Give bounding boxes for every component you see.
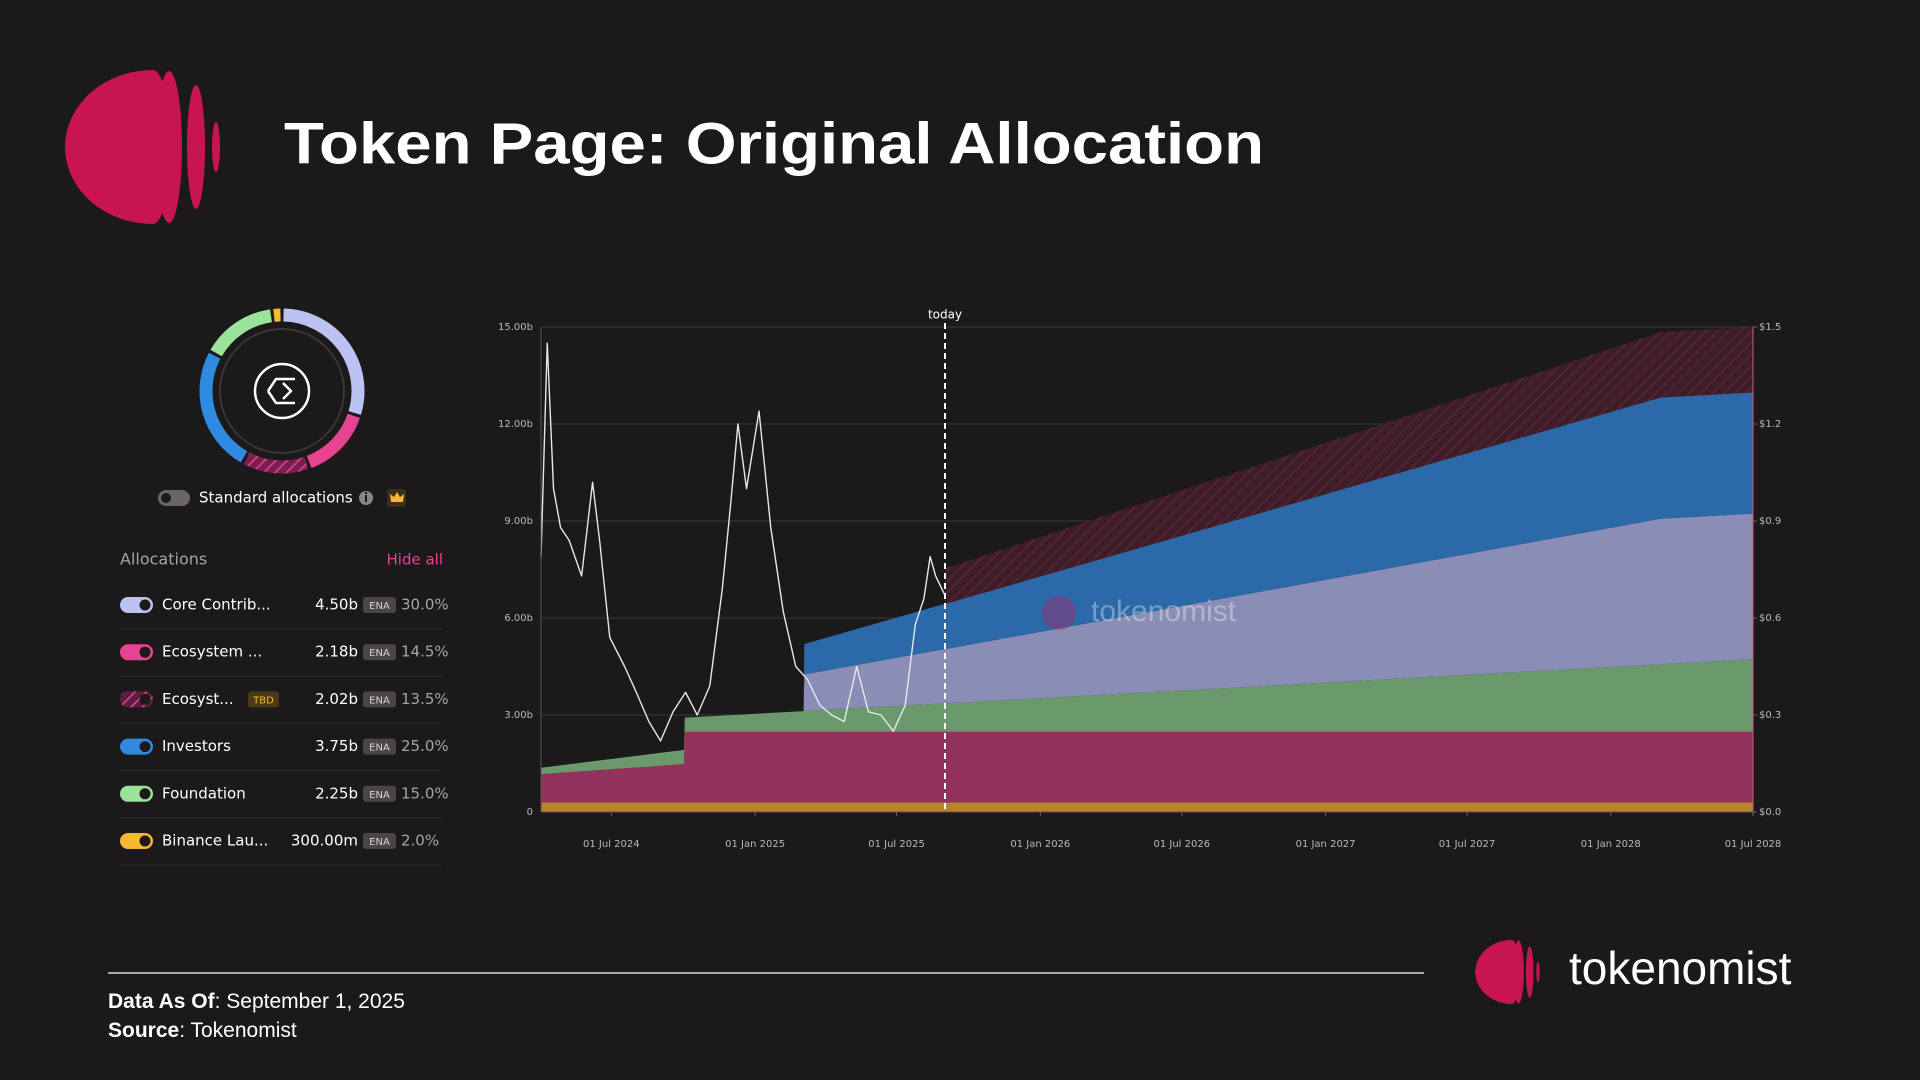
- allocation-row: Foundation 2.25b ENA 15.0%: [120, 784, 449, 819]
- x-tick-label: 01 Jan 2026: [1010, 839, 1070, 850]
- area: [541, 327, 1753, 768]
- row-name: Foundation: [162, 784, 246, 802]
- premium-icon: [387, 489, 406, 507]
- y2-tick-label: $1.5: [1759, 322, 1781, 333]
- x-tick-label: 01 Jan 2025: [725, 839, 785, 850]
- area: [541, 513, 1753, 768]
- brand-name: tokenomist: [1569, 942, 1792, 994]
- area: [541, 802, 1753, 812]
- donut-segment: [306, 413, 360, 469]
- footer-source: Source: Tokenomist: [108, 1019, 297, 1042]
- allocation-row: Binance Lau... 300.00m ENA 2.0%: [120, 832, 443, 866]
- token-badge: [363, 644, 396, 661]
- y-tick-label: 3.00b: [504, 710, 533, 721]
- row-name: Investors: [162, 737, 231, 755]
- row-percent: 13.5%: [401, 690, 449, 708]
- row-toggle[interactable]: [120, 833, 153, 849]
- tag-text: TBD: [252, 695, 274, 706]
- area: [541, 731, 1753, 803]
- y-tick-label: 6.00b: [504, 613, 533, 624]
- row-name: Core Contrib...: [162, 596, 271, 614]
- watermark-logo: [1042, 596, 1076, 630]
- row-toggle[interactable]: [120, 597, 153, 613]
- token-badge: [363, 785, 396, 802]
- token-text: ENA: [369, 743, 390, 754]
- token-badge: [363, 597, 396, 613]
- x-tick-label: 01 Jul 2026: [1153, 839, 1210, 850]
- donut-segment: [283, 308, 365, 415]
- row-name: Ecosystem ...: [162, 643, 262, 661]
- price-line: [540, 342, 946, 742]
- token-badge: [363, 833, 396, 849]
- token-text: ENA: [369, 695, 390, 706]
- row-toggle[interactable]: [120, 785, 153, 802]
- allocation-row: Ecosyst... TBD 2.02b ENA 13.5%: [120, 690, 449, 724]
- x-tick-label: 01 Jul 2024: [583, 839, 640, 850]
- allocation-row: Core Contrib... 4.50b ENA 30.0%: [120, 596, 449, 630]
- row-amount: 3.75b: [315, 737, 358, 755]
- allocation-row: Investors 3.75b ENA 25.0%: [120, 737, 449, 772]
- x-tick-label: 01 Jul 2028: [1725, 839, 1782, 850]
- row-percent: 14.5%: [401, 643, 449, 661]
- row-percent: 2.0%: [401, 832, 439, 850]
- allocations-heading: Allocations: [120, 550, 207, 569]
- donut-segment: [210, 309, 273, 357]
- row-amount: 4.50b: [315, 596, 358, 614]
- allocation-row: Ecosystem ... 2.18b ENA 14.5%: [120, 643, 449, 677]
- y2-tick-label: $1.2: [1759, 419, 1781, 430]
- y2-tick-label: $0.0: [1759, 807, 1781, 818]
- donut-center: [219, 328, 345, 454]
- row-amount: 300.00m: [291, 832, 358, 850]
- row-percent: 30.0%: [401, 596, 449, 614]
- tag-badge: [248, 691, 279, 708]
- x-tick-label: 01 Jan 2028: [1581, 839, 1641, 850]
- y-tick-label: 12.00b: [498, 419, 533, 430]
- date-label: Data As Of: [108, 990, 216, 1013]
- row-amount: 2.25b: [315, 784, 358, 802]
- row-toggle[interactable]: [120, 644, 153, 661]
- token-text: ENA: [369, 837, 390, 848]
- row-percent: 15.0%: [401, 784, 449, 802]
- donut-segment: [243, 452, 309, 474]
- x-tick-label: 01 Jan 2027: [1296, 839, 1356, 850]
- row-amount: 2.18b: [315, 643, 358, 661]
- page-title: Token Page: Original Allocation: [284, 111, 1264, 176]
- footer-date: Data As Of: September 1, 2025: [108, 990, 405, 1013]
- date-value: : September 1, 2025: [215, 990, 405, 1013]
- watermark: tokenomist: [1091, 595, 1237, 628]
- token-badge: [363, 738, 396, 755]
- area: [541, 659, 1753, 775]
- y-tick-label: 0: [527, 807, 533, 818]
- y2-tick-label: $0.6: [1759, 613, 1781, 624]
- y2-tick-label: $0.3: [1759, 710, 1781, 721]
- y-tick-label: 9.00b: [504, 516, 533, 527]
- token-badge: [363, 691, 396, 708]
- toggle-label: Standard allocations: [199, 489, 353, 507]
- info-icon[interactable]: [359, 491, 373, 505]
- source-value: : Tokenomist: [179, 1019, 297, 1042]
- hide-all-button[interactable]: Hide all: [387, 551, 444, 569]
- row-amount: 2.02b: [315, 690, 358, 708]
- row-name: Binance Lau...: [162, 832, 268, 850]
- source-label: Source: [108, 1019, 179, 1042]
- x-tick-label: 01 Jul 2027: [1439, 839, 1496, 850]
- row-toggle[interactable]: [120, 691, 153, 708]
- token-text: ENA: [369, 601, 390, 612]
- row-percent: 25.0%: [401, 737, 449, 755]
- y2-tick-label: $0.9: [1759, 516, 1781, 527]
- token-text: ENA: [369, 648, 390, 659]
- y-tick-label: 15.00b: [498, 322, 533, 333]
- token-text: ENA: [369, 790, 390, 801]
- area: [541, 392, 1753, 768]
- donut-segment: [199, 352, 248, 463]
- allocation-toggle[interactable]: [158, 490, 190, 506]
- today-label: today: [928, 308, 962, 322]
- row-name: Ecosyst...: [162, 690, 234, 708]
- x-tick-label: 01 Jul 2025: [868, 839, 925, 850]
- row-toggle[interactable]: [120, 738, 153, 755]
